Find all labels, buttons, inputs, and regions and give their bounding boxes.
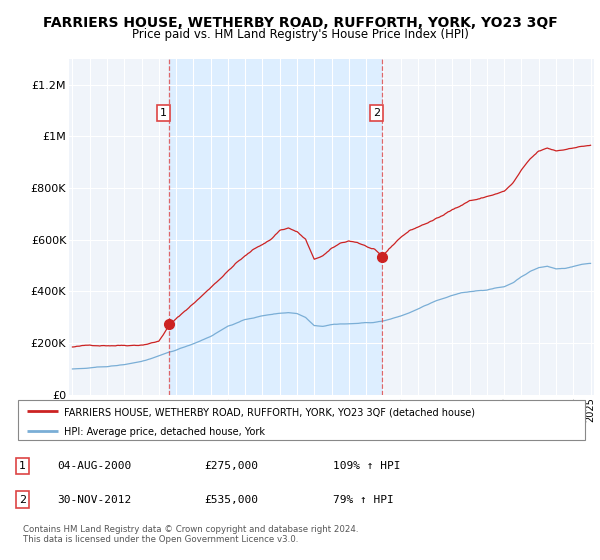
Text: 04-AUG-2000: 04-AUG-2000	[57, 461, 131, 471]
FancyBboxPatch shape	[18, 400, 585, 440]
Text: Contains HM Land Registry data © Crown copyright and database right 2024.
This d: Contains HM Land Registry data © Crown c…	[23, 525, 358, 544]
Text: 2: 2	[373, 108, 380, 118]
Text: 109% ↑ HPI: 109% ↑ HPI	[333, 461, 401, 471]
Text: FARRIERS HOUSE, WETHERBY ROAD, RUFFORTH, YORK, YO23 3QF: FARRIERS HOUSE, WETHERBY ROAD, RUFFORTH,…	[43, 16, 557, 30]
Text: 79% ↑ HPI: 79% ↑ HPI	[333, 494, 394, 505]
Text: Price paid vs. HM Land Registry's House Price Index (HPI): Price paid vs. HM Land Registry's House …	[131, 28, 469, 41]
Text: 30-NOV-2012: 30-NOV-2012	[57, 494, 131, 505]
Text: 1: 1	[19, 461, 26, 471]
Bar	[169, 59, 382, 395]
Text: 1: 1	[160, 108, 167, 118]
Text: £275,000: £275,000	[204, 461, 258, 471]
Text: FARRIERS HOUSE, WETHERBY ROAD, RUFFORTH, YORK, YO23 3QF (detached house): FARRIERS HOUSE, WETHERBY ROAD, RUFFORTH,…	[64, 407, 475, 417]
Text: 2: 2	[19, 494, 26, 505]
Text: £535,000: £535,000	[204, 494, 258, 505]
Text: HPI: Average price, detached house, York: HPI: Average price, detached house, York	[64, 427, 265, 437]
